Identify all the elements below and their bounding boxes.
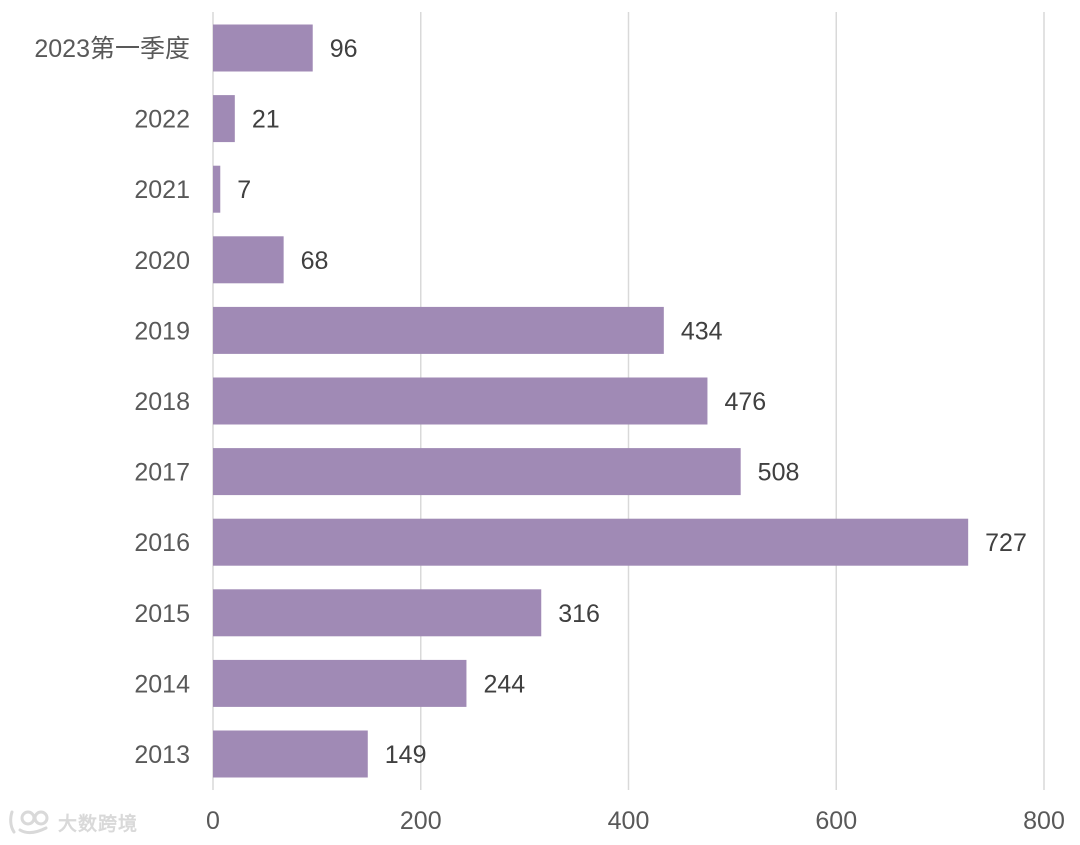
- bars: [213, 24, 969, 778]
- data-label: 508: [758, 459, 800, 487]
- category-label: 2022: [134, 106, 190, 134]
- bar: [213, 95, 235, 143]
- data-label: 434: [681, 317, 723, 345]
- data-label: 149: [385, 741, 427, 769]
- bar: [213, 24, 313, 72]
- category-label: 2015: [134, 600, 190, 628]
- bar: [213, 448, 741, 496]
- labels: 0 200 400 600 800 2023第一季度 96 2022 21 2021 7 2020 68…: [34, 35, 1064, 835]
- category-label: 2019: [134, 317, 190, 345]
- category-label: 2016: [134, 529, 190, 557]
- bar: [213, 518, 969, 566]
- data-label: 68: [301, 247, 329, 275]
- category-label: 2017: [134, 459, 190, 487]
- watermark: 大数跨境: [8, 808, 138, 836]
- bar: [213, 589, 542, 637]
- watermark-text: 大数跨境: [58, 812, 139, 835]
- category-label: 2021: [134, 176, 190, 204]
- x-tick-label: 200: [400, 807, 442, 835]
- bar: [213, 659, 467, 707]
- data-label: 476: [724, 388, 766, 416]
- category-label: 2023第一季度: [34, 35, 190, 63]
- category-label: 2020: [134, 247, 190, 275]
- bar: [213, 306, 664, 354]
- category-label: 2018: [134, 388, 190, 416]
- data-label: 21: [252, 106, 280, 134]
- x-tick-label: 400: [608, 807, 650, 835]
- x-tick-label: 0: [206, 807, 220, 835]
- x-tick-label: 600: [815, 807, 857, 835]
- data-label: 244: [483, 670, 525, 698]
- data-label: 727: [985, 529, 1027, 557]
- bar: [213, 236, 284, 284]
- bar: [213, 377, 708, 425]
- data-label: 7: [237, 176, 251, 204]
- x-tick-label: 800: [1023, 807, 1065, 835]
- category-label: 2014: [134, 670, 190, 698]
- category-label: 2013: [134, 741, 190, 769]
- bar: [213, 730, 368, 778]
- bar: [213, 165, 221, 213]
- brand-logo-icon: [8, 808, 52, 836]
- data-label: 96: [330, 35, 358, 63]
- data-label: 316: [558, 600, 600, 628]
